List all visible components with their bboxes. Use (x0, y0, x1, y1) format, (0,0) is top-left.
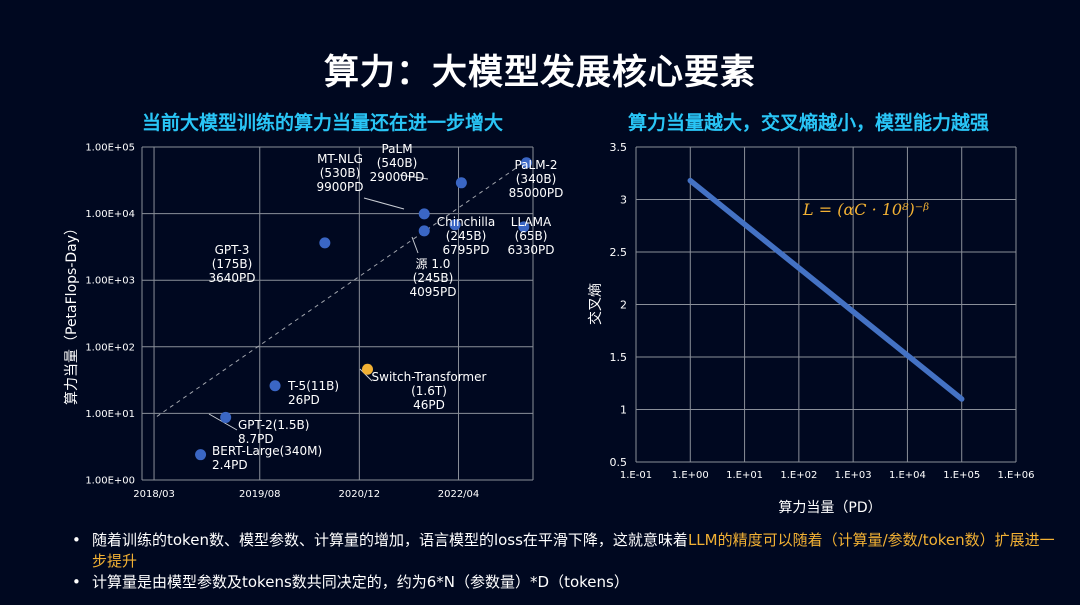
x-tick-label: 2022/04 (438, 489, 480, 500)
trendline (156, 166, 518, 417)
y-axis-label: 算力当量（PetaFlops-Day） (64, 221, 80, 405)
point-label: PaLM-2 (340B) 85000PD (509, 158, 564, 200)
y-tick-label: 0.5 (610, 456, 628, 469)
x-tick-label: 1.E+02 (780, 470, 817, 481)
bullet-item: 随着训练的token数、模型参数、计算量的增加，语言模型的loss在平滑下降，这… (70, 530, 1060, 572)
y-tick-label: 3 (620, 194, 627, 207)
x-tick-label: 1.E+00 (672, 470, 709, 481)
data-point (220, 411, 232, 423)
leader-line (411, 236, 419, 254)
point-label: T-5(11B) 26PD (287, 379, 339, 407)
data-point (195, 449, 207, 461)
y-tick-label: 2.5 (610, 246, 628, 259)
x-axis-label: 算力当量（PD） (778, 500, 881, 516)
x-tick-label: 1.E+05 (943, 470, 980, 481)
bullet-item: 计算量是由模型参数及tokens数共同决定的，约为6*N（参数量）*D（toke… (70, 572, 1060, 593)
y-tick-label: 1.00E+03 (85, 276, 135, 287)
y-tick-label: 1 (620, 404, 627, 417)
leader-line (359, 368, 373, 382)
x-tick-label: 1.E+06 (998, 470, 1035, 481)
data-point (449, 219, 461, 231)
bullet-text: 计算量是由模型参数及tokens数共同决定的，约为6*N（参数量）*D（toke… (92, 573, 629, 591)
point-label: MT-NLG (530B) 9900PD (316, 152, 363, 194)
x-tick-label: 2018/03 (133, 489, 175, 500)
point-label: BERT-Large(340M) 2.4PD (212, 444, 322, 472)
point-label: GPT-2(1.5B) 8.7PD (238, 418, 309, 446)
x-tick-label: 1.E+03 (835, 470, 872, 481)
formula-annotation: L = (αC · 10⁸)⁻ᵝ (802, 200, 929, 219)
data-point (269, 380, 281, 392)
point-label: LLAMA (65B) 6330PD (507, 215, 554, 257)
x-tick-label: 2019/08 (239, 489, 281, 500)
y-tick-label: 3.5 (610, 141, 628, 154)
bullet-text: 随着训练的token数、模型参数、计算量的增加，语言模型的loss在平滑下降，这… (92, 531, 688, 549)
point-label: Chinchilla (245B) 6795PD (437, 215, 495, 257)
y-tick-label: 1.00E+00 (85, 476, 135, 487)
data-point (518, 221, 530, 233)
bullet-highlight-text: LLM的精度可以随着（计算量/参数/token数）扩展进一步提升 (92, 531, 1055, 570)
y-axis-label: 交叉熵 (587, 283, 604, 325)
x-tick-label: 1.E+04 (889, 470, 926, 481)
bullet-list: 随着训练的token数、模型参数、计算量的增加，语言模型的loss在平滑下降，这… (70, 530, 1060, 593)
data-point (319, 237, 331, 249)
x-tick-label: 2020/12 (339, 489, 381, 500)
page-title: 算力：大模型发展核心要素 (323, 53, 756, 93)
leader-line (399, 174, 429, 180)
point-label: PaLM (540B) 29000PD (370, 142, 425, 184)
y-tick-label: 1.00E+05 (85, 143, 135, 154)
data-point (418, 225, 430, 237)
leader-line (363, 197, 405, 210)
data-point (520, 157, 532, 169)
point-label: Switch-Transformer (1.6T) 46PD (372, 370, 487, 412)
y-tick-label: 1.5 (610, 351, 628, 364)
point-label: GPT-3 (175B) 3640PD (208, 243, 255, 285)
y-tick-label: 1.00E+01 (85, 409, 135, 420)
x-tick-label: 1.E+01 (726, 470, 763, 481)
right-chart-subtitle: 算力当量越大，交叉熵越小，模型能力越强 (628, 112, 990, 134)
point-label: 源 1.0 (245B) 4095PD (409, 257, 456, 299)
left-chart-subtitle: 当前大模型训练的算力当量还在进一步增大 (142, 112, 504, 134)
loss-series-line (687, 177, 965, 402)
x-tick-label: 1.E-01 (620, 470, 652, 481)
data-point (418, 208, 430, 220)
y-tick-label: 2 (620, 299, 627, 312)
data-point (455, 177, 467, 189)
data-point-highlight (361, 363, 373, 375)
y-tick-label: 1.00E+02 (85, 342, 135, 353)
y-tick-label: 1.00E+04 (85, 209, 135, 220)
